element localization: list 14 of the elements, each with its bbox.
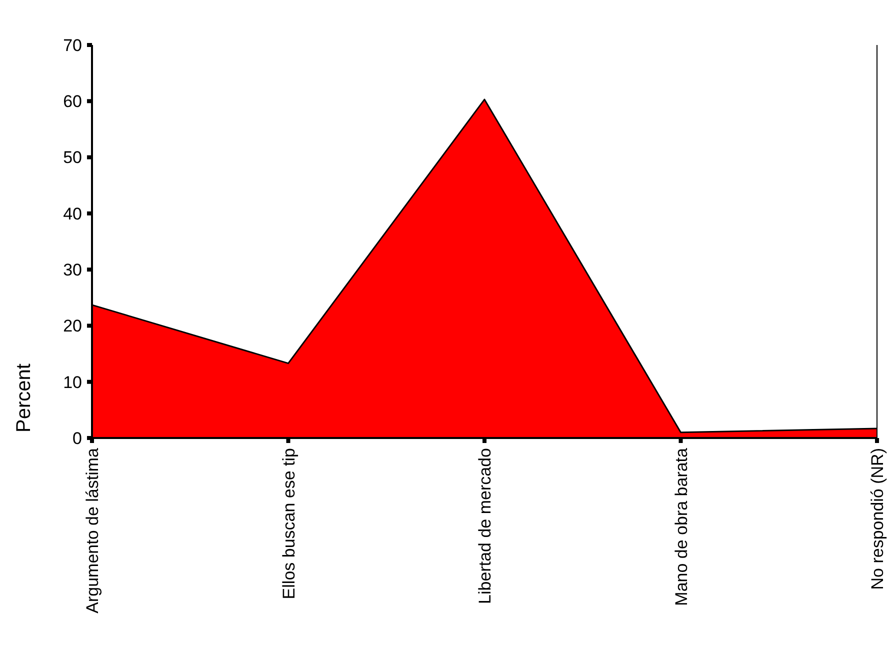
x-tick-label: Argumento de lástima [83,447,102,614]
y-tick-label: 30 [63,260,82,280]
y-tick-label: 0 [72,428,82,448]
y-tick-label: 60 [63,92,82,112]
x-tick-label: Ellos buscan ese tip [279,448,298,600]
y-tick-label: 50 [63,148,82,168]
y-tick-label: 40 [63,204,82,224]
x-tick-label: Libertad de mercado [476,448,494,604]
x-tick-label: Mano de obra barata [672,447,691,606]
y-tick-label: 20 [63,316,82,336]
y-tick-label: 10 [63,372,82,392]
y-tick-label: 70 [63,36,82,55]
x-tick-label: No respondió (NR) [868,448,887,590]
y-axis-title: Percent [13,363,35,432]
